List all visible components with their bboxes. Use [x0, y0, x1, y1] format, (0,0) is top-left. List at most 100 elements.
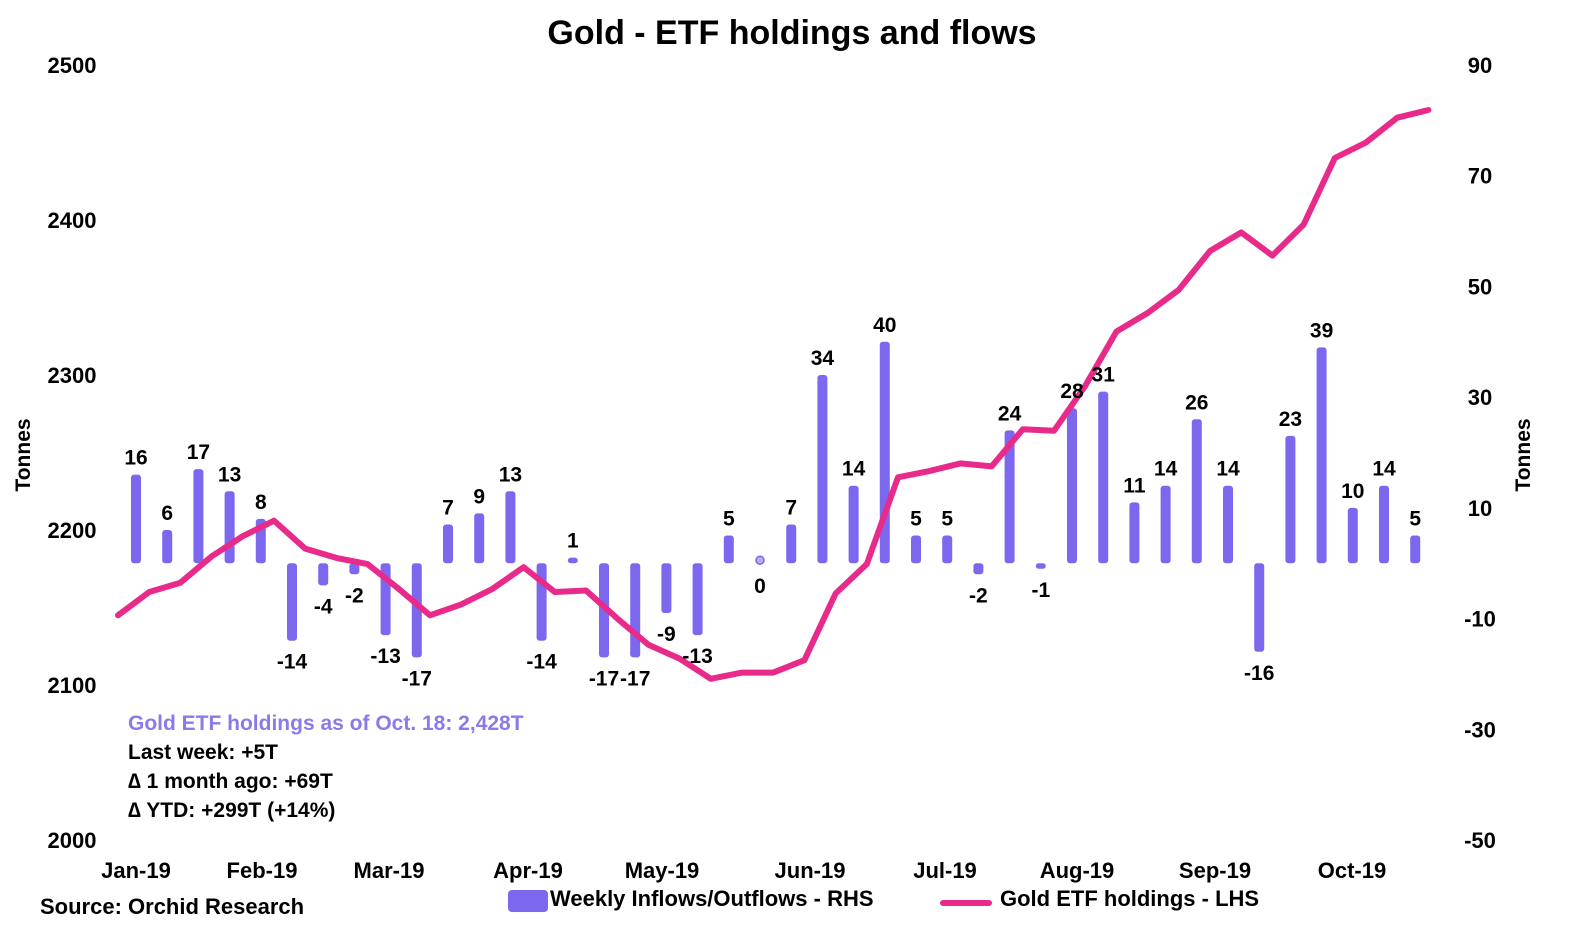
x-tick-label: Jul-19 [913, 858, 977, 883]
bar [817, 375, 828, 564]
x-tick-label: Oct-19 [1318, 858, 1386, 883]
bar-value-label: 28 [1060, 380, 1084, 403]
bar-value-label: 5 [1409, 508, 1421, 531]
bar-value-label: 13 [499, 463, 522, 486]
bar-value-label: 7 [442, 496, 454, 519]
bar-value-label: -2 [969, 584, 988, 607]
right-tick-label: -30 [1464, 717, 1496, 742]
right-tick-label: 50 [1468, 274, 1492, 299]
bar-value-label: -17 [402, 667, 432, 690]
bar-value-label: 11 [1123, 474, 1146, 497]
x-tick-label: Jan-19 [101, 858, 171, 883]
bar [162, 530, 173, 564]
bar [131, 474, 141, 564]
bar-value-label: 17 [187, 441, 210, 464]
bar-value-label: 39 [1310, 319, 1333, 342]
holdings-note: Gold ETF holdings as of Oct. 18: 2,428T [128, 712, 524, 735]
bar-value-label: 1 [567, 530, 579, 553]
bar [1379, 485, 1389, 564]
bar [1098, 391, 1109, 564]
ytd-note: ∆ YTD: +299T (+14%) [128, 799, 336, 822]
holdings-line [115, 107, 1432, 682]
bar [692, 563, 703, 636]
bar-value-label: 31 [1092, 364, 1116, 387]
bar [786, 524, 797, 564]
bar [474, 513, 485, 564]
bar-value-label: 5 [910, 508, 922, 531]
line-series [115, 107, 1432, 682]
right-tick-label: 30 [1468, 385, 1492, 410]
x-tick-label: Aug-19 [1040, 858, 1115, 883]
x-tick-label: Jun-19 [775, 858, 846, 883]
bar-value-label: 34 [811, 347, 835, 370]
bar-value-label: 5 [723, 508, 735, 531]
legend-bar-label: Weekly Inflows/Outflows - RHS [550, 886, 874, 911]
bar-value-label: 14 [1154, 458, 1178, 481]
x-axis-ticks: Jan-19 Feb-19 Mar-19 Apr-19 May-19 Jun-19 Jul-… [101, 858, 1386, 883]
bar [193, 469, 204, 564]
right-tick-label: 10 [1468, 496, 1492, 521]
right-axis-label: Tonnes [1512, 418, 1535, 492]
bar-value-label: 14 [1216, 458, 1240, 481]
bar [1410, 535, 1421, 564]
bar-value-label: -4 [314, 595, 333, 618]
left-tick-label: 2000 [48, 828, 97, 853]
right-axis-ticks: 90 70 50 30 10 -10 -30 -50 [1464, 53, 1496, 853]
legend-line-swatch [940, 900, 992, 906]
bar-value-label: 9 [473, 485, 485, 508]
bar [942, 535, 953, 564]
bar [505, 491, 516, 564]
bar [1129, 502, 1140, 564]
last-week-note: Last week: +5T [128, 741, 278, 764]
bar-value-label: -2 [345, 584, 364, 607]
bar [911, 535, 921, 564]
x-tick-label: Feb-19 [227, 858, 298, 883]
bar [1004, 430, 1015, 564]
x-tick-label: Sep-19 [1179, 858, 1251, 883]
bar [723, 535, 734, 564]
bar-value-label: -14 [526, 651, 557, 674]
bar [1254, 563, 1265, 652]
right-tick-label: 90 [1468, 53, 1492, 78]
bar [1067, 408, 1077, 564]
bar [1223, 485, 1233, 564]
bar [755, 555, 765, 565]
bar-value-label: 6 [161, 502, 173, 525]
x-tick-label: May-19 [625, 858, 700, 883]
x-tick-label: Apr-19 [493, 858, 563, 883]
right-tick-label: -50 [1464, 828, 1496, 853]
bar [1347, 507, 1358, 564]
source-note: Source: Orchid Research [40, 894, 305, 919]
bar [536, 563, 547, 641]
bar [349, 563, 360, 575]
bar [411, 563, 422, 658]
bar-value-label: 23 [1279, 408, 1302, 431]
month-ago-note: ∆ 1 month ago: +69T [128, 770, 333, 793]
bar-value-label: -13 [370, 645, 400, 668]
bar-value-label: 14 [842, 458, 866, 481]
bar [443, 524, 453, 564]
bar-value-label: 14 [1372, 458, 1396, 481]
left-axis-label: Tonnes [12, 418, 35, 492]
bar [1316, 347, 1327, 564]
bar-value-label: -17 [589, 667, 619, 690]
left-tick-label: 2200 [48, 518, 97, 543]
bar-value-label: 16 [124, 447, 147, 470]
bar [661, 563, 672, 614]
legend-bar-swatch [508, 890, 548, 912]
left-tick-label: 2300 [48, 363, 97, 388]
bar-value-label: 24 [998, 402, 1022, 425]
left-tick-label: 2500 [48, 53, 97, 78]
x-tick-label: Mar-19 [354, 858, 425, 883]
bar-value-label: 13 [218, 463, 241, 486]
bar [1191, 419, 1202, 564]
bar-value-label: 10 [1341, 480, 1364, 503]
left-axis-ticks: 2500 2400 2300 2200 2100 2000 [48, 53, 97, 853]
bar [1035, 563, 1046, 569]
bar-value-label: -16 [1244, 662, 1274, 685]
bar [567, 557, 578, 564]
bar [848, 485, 859, 564]
left-tick-label: 2400 [48, 208, 97, 233]
